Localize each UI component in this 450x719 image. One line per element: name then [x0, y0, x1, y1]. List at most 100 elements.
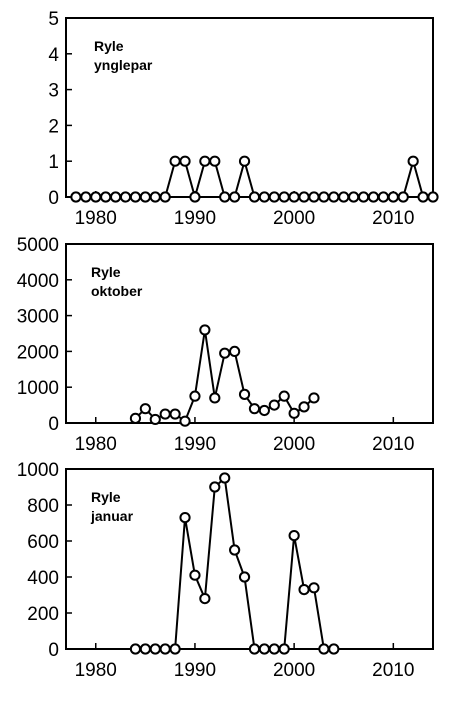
data-point	[407, 155, 419, 167]
data-point	[189, 569, 201, 581]
x-tick-label: 2010	[372, 434, 414, 455]
y-tick-label: 800	[27, 496, 59, 517]
data-point	[149, 643, 161, 655]
y-tick-label: 0	[48, 414, 59, 435]
data-point	[179, 155, 191, 167]
data-point	[109, 191, 122, 203]
data-point	[139, 403, 151, 415]
panel-1: 0 1 2 3 4 5 1980 1990 2000 2010 Ryle ynglepar	[48, 9, 439, 229]
data-point	[377, 191, 390, 203]
data-point	[328, 191, 340, 203]
data-point	[278, 191, 290, 203]
x-tick-label: 2000	[273, 208, 315, 229]
x-tick-label: 1980	[75, 434, 117, 455]
data-point	[229, 544, 241, 556]
data-point	[159, 408, 171, 420]
data-point	[149, 413, 161, 426]
data-point	[229, 345, 241, 357]
data-point	[258, 191, 270, 203]
x-tick-label: 2010	[372, 660, 414, 681]
panel-label: Ryle	[94, 38, 124, 54]
plot-frame	[65, 243, 434, 424]
data-point	[387, 191, 399, 203]
data-point	[199, 155, 211, 167]
y-tick-label: 0	[48, 188, 59, 209]
data-point	[298, 191, 310, 203]
x-tick-label: 2010	[372, 208, 414, 229]
data-point	[268, 191, 280, 203]
data-point	[308, 582, 320, 594]
data-point	[427, 191, 439, 203]
data-point	[238, 388, 251, 400]
data-point	[248, 191, 261, 203]
y-tick-label: 2	[48, 116, 59, 137]
data-point	[318, 191, 330, 203]
y-tick-label: 5000	[17, 235, 59, 256]
y-tick-label: 2000	[17, 342, 59, 363]
data-point	[169, 643, 181, 655]
data-point	[298, 584, 310, 596]
series-line	[134, 329, 315, 423]
y-tick-label: 200	[27, 604, 59, 625]
panel-label: oktober	[91, 283, 143, 299]
y-tick-label: 4	[48, 45, 59, 66]
data-point	[179, 415, 191, 427]
x-tick-label: 2000	[273, 434, 315, 455]
data-point	[238, 571, 251, 583]
y-tick-label: 1	[48, 152, 59, 173]
plot-frame	[65, 468, 434, 650]
data-point	[179, 512, 191, 524]
y-tick-label: 3000	[17, 307, 59, 328]
x-tick-label: 1990	[174, 660, 216, 681]
data-point	[268, 399, 280, 411]
y-tick-label: 0	[48, 640, 59, 661]
data-point	[308, 191, 320, 203]
data-point	[70, 191, 82, 203]
data-point	[357, 191, 370, 203]
panel-2: 0 1000 2000 3000 4000 5000 1980 1990 2000 2010 Ryl…	[17, 235, 434, 455]
y-tick-label: 1000	[17, 378, 59, 399]
data-point	[189, 390, 201, 402]
panel-label: Ryle	[91, 264, 121, 280]
data-point	[248, 403, 261, 415]
data-point	[219, 191, 231, 203]
data-point	[129, 191, 142, 203]
data-point	[159, 643, 171, 655]
data-point	[219, 347, 231, 359]
data-point	[288, 191, 300, 203]
x-tick-label: 1990	[174, 208, 216, 229]
data-point	[238, 155, 251, 167]
panel-label: ynglepar	[94, 57, 153, 73]
data-point	[129, 643, 142, 655]
y-tick-label: 400	[27, 568, 59, 589]
data-point	[278, 643, 290, 655]
data-point	[348, 191, 360, 203]
data-point	[268, 643, 280, 655]
data-point	[209, 155, 221, 167]
data-point	[258, 643, 270, 655]
data-point	[308, 392, 320, 404]
data-point	[318, 643, 330, 655]
data-point	[278, 390, 290, 402]
data-point	[169, 408, 181, 420]
data-point	[417, 191, 429, 203]
panel-label: Ryle	[91, 489, 121, 505]
data-point	[229, 191, 241, 203]
panel-label: januar	[90, 508, 134, 524]
y-tick-label: 4000	[17, 271, 59, 292]
data-point	[367, 191, 380, 203]
data-point	[100, 191, 112, 203]
data-point	[149, 191, 161, 203]
data-point	[258, 404, 270, 417]
data-point	[288, 530, 300, 542]
data-point	[129, 412, 142, 424]
x-tick-label: 1980	[75, 208, 117, 229]
data-point	[199, 593, 211, 605]
data-point	[169, 155, 181, 167]
data-point	[219, 472, 231, 484]
y-tick-label: 3	[48, 81, 59, 102]
x-tick-label: 1990	[174, 434, 216, 455]
data-point	[397, 191, 409, 203]
data-point	[209, 392, 221, 404]
